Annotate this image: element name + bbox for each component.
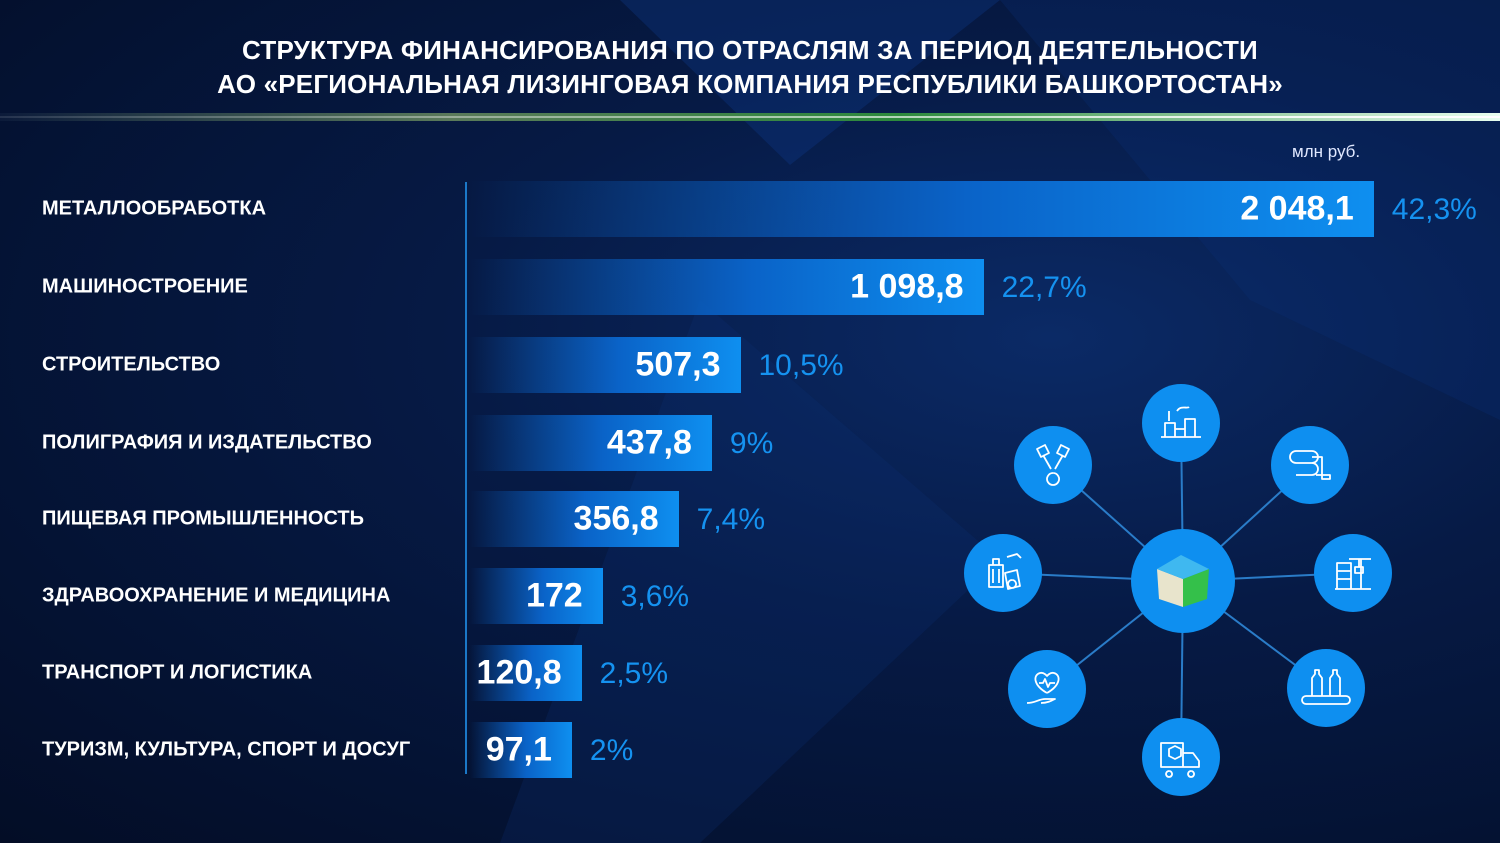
bar: 507,3 bbox=[470, 337, 741, 393]
category-label: ПИЩЕВАЯ ПРОМЫШЛЕННОСТЬ bbox=[42, 507, 364, 530]
value-label: 437,8 bbox=[606, 423, 692, 462]
value-label: 1 098,8 bbox=[850, 267, 964, 306]
bar: 1 098,8 bbox=[470, 259, 984, 315]
factory-icon bbox=[1161, 406, 1201, 438]
unit-label: млн руб. bbox=[1292, 142, 1361, 161]
chart-axis bbox=[465, 182, 467, 774]
category-label: ТУРИЗМ, КУЛЬТУРА, СПОРТ И ДОСУГ bbox=[42, 738, 411, 761]
construction-crane-icon bbox=[1335, 558, 1371, 590]
printing-press-icon bbox=[1289, 450, 1331, 480]
value-label: 507,3 bbox=[635, 345, 721, 384]
travel-luggage-icon bbox=[988, 553, 1022, 590]
value-label: 120,8 bbox=[476, 653, 562, 692]
bar: 437,8 bbox=[470, 415, 712, 471]
engine-pistons-node bbox=[1014, 426, 1092, 504]
divider bbox=[0, 113, 1500, 121]
percent-label: 3,6% bbox=[620, 580, 690, 613]
value-label: 97,1 bbox=[485, 730, 552, 769]
percent-label: 10,5% bbox=[758, 349, 844, 382]
bar: 120,8 bbox=[470, 645, 582, 701]
printing-press-node bbox=[1271, 426, 1349, 504]
percent-label: 42,3% bbox=[1391, 193, 1477, 226]
title-line-1: СТРУКТУРА ФИНАНСИРОВАНИЯ ПО ОТРАСЛЯМ ЗА … bbox=[242, 35, 1258, 65]
category-label: МАШИНОСТРОЕНИЕ bbox=[42, 275, 248, 298]
category-label: СТРОИТЕЛЬСТВО bbox=[42, 353, 221, 376]
category-label: МЕТАЛЛООБРАБОТКА bbox=[42, 197, 267, 220]
percent-label: 2,5% bbox=[599, 657, 669, 690]
value-label: 172 bbox=[525, 576, 583, 615]
bottling-conveyor-node bbox=[1287, 649, 1365, 727]
page-title: СТРУКТУРА ФИНАНСИРОВАНИЯ ПО ОТРАСЛЯМ ЗА … bbox=[0, 33, 1500, 101]
bar: 97,1 bbox=[470, 722, 572, 778]
construction-crane-node bbox=[1314, 534, 1392, 612]
bottling-conveyor-icon bbox=[1301, 669, 1351, 705]
percent-label: 9% bbox=[729, 427, 774, 460]
title-line-2: АО «РЕГИОНАЛЬНАЯ ЛИЗИНГОВАЯ КОМПАНИЯ РЕС… bbox=[217, 69, 1283, 99]
bar: 172 bbox=[470, 568, 603, 624]
value-label: 356,8 bbox=[573, 499, 659, 538]
travel-luggage-node bbox=[964, 534, 1042, 612]
engine-pistons-icon bbox=[1036, 444, 1070, 486]
value-label: 2 048,1 bbox=[1240, 189, 1354, 228]
category-label: ЗДРАВООХРАНЕНИЕ И МЕДИЦИНА bbox=[42, 584, 391, 607]
center-logo bbox=[1131, 529, 1235, 633]
bar: 356,8 bbox=[470, 491, 679, 547]
category-label: ТРАНСПОРТ И ЛОГИСТИКА bbox=[42, 661, 313, 684]
delivery-truck-icon bbox=[1160, 742, 1200, 778]
delivery-truck-node bbox=[1142, 718, 1220, 796]
percent-label: 2% bbox=[589, 734, 634, 767]
heart-hand-icon bbox=[1026, 671, 1060, 704]
heart-hand-node bbox=[1008, 650, 1086, 728]
category-label: ПОЛИГРАФИЯ И ИЗДАТЕЛЬСТВО bbox=[42, 431, 372, 454]
bar: 2 048,1 bbox=[470, 181, 1374, 237]
percent-label: 7,4% bbox=[696, 503, 766, 536]
factory-node bbox=[1142, 384, 1220, 462]
percent-label: 22,7% bbox=[1001, 271, 1087, 304]
